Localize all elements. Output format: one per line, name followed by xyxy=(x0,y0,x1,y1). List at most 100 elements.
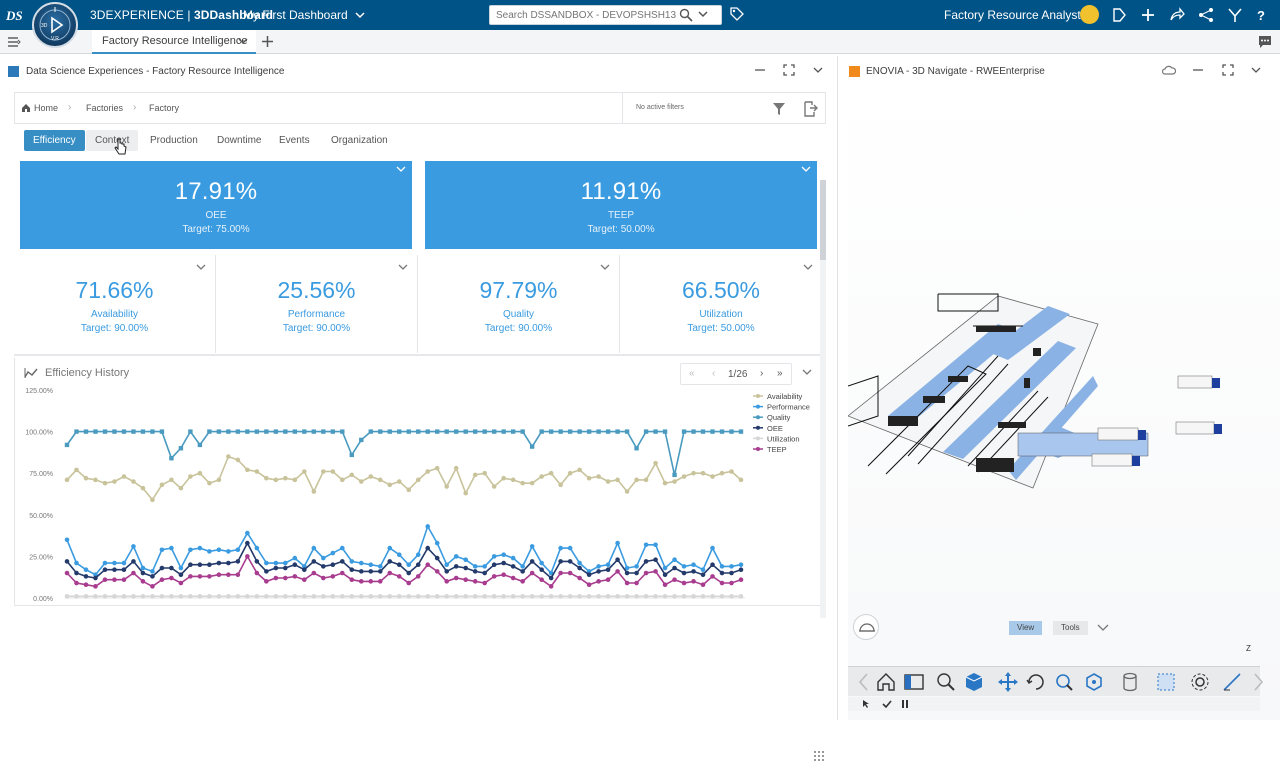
data-point-utilization[interactable] xyxy=(302,594,307,599)
data-point-teep[interactable] xyxy=(539,577,544,582)
data-point-availability[interactable] xyxy=(226,454,231,459)
data-point-quality[interactable] xyxy=(435,429,440,434)
data-point-performance[interactable] xyxy=(245,530,250,536)
data-point-performance[interactable] xyxy=(510,555,516,561)
data-point-oee[interactable] xyxy=(719,570,725,576)
data-point-quality[interactable] xyxy=(169,456,174,461)
data-point-quality[interactable] xyxy=(634,446,639,451)
legend-item-teep[interactable]: TEEP xyxy=(767,445,787,454)
data-point-quality[interactable] xyxy=(302,429,307,434)
compass-icon[interactable]: 3D V,R xyxy=(32,2,78,48)
data-point-quality[interactable] xyxy=(292,429,298,434)
legend-item-availability[interactable]: Availability xyxy=(767,392,803,401)
data-point-availability[interactable] xyxy=(159,482,165,488)
data-point-utilization[interactable] xyxy=(377,594,383,599)
data-point-utilization[interactable] xyxy=(273,594,279,599)
data-point-utilization[interactable] xyxy=(358,594,364,599)
data-point-performance[interactable] xyxy=(491,554,497,559)
data-point-oee[interactable] xyxy=(406,570,412,576)
data-point-teep[interactable] xyxy=(729,580,734,586)
tab-production[interactable]: Production xyxy=(150,135,198,146)
data-point-teep[interactable] xyxy=(501,572,506,578)
data-point-teep[interactable] xyxy=(577,575,582,581)
data-point-utilization[interactable] xyxy=(586,594,592,599)
data-point-quality[interactable] xyxy=(539,429,544,434)
data-point-performance[interactable] xyxy=(662,565,668,571)
data-point-quality[interactable] xyxy=(283,429,288,434)
data-point-quality[interactable] xyxy=(529,444,535,449)
data-point-utilization[interactable] xyxy=(520,594,525,599)
legend-item-performance[interactable]: Performance xyxy=(767,403,810,412)
data-point-quality[interactable] xyxy=(577,429,582,434)
selection-icon[interactable] xyxy=(1154,670,1178,694)
data-point-oee[interactable] xyxy=(64,559,70,564)
data-point-oee[interactable] xyxy=(302,567,307,573)
rotate-icon[interactable] xyxy=(1024,670,1048,694)
data-point-oee[interactable] xyxy=(387,559,393,564)
data-point-utilization[interactable] xyxy=(501,594,506,599)
data-point-availability[interactable] xyxy=(302,469,307,474)
data-point-teep[interactable] xyxy=(463,577,469,582)
data-point-oee[interactable] xyxy=(188,562,193,568)
data-point-oee[interactable] xyxy=(235,559,241,564)
data-point-teep[interactable] xyxy=(643,570,649,576)
chevron-down-icon[interactable] xyxy=(600,263,610,271)
data-point-utilization[interactable] xyxy=(567,594,573,599)
data-point-performance[interactable] xyxy=(681,564,687,569)
chevron-down-icon[interactable] xyxy=(396,165,406,173)
maximize-icon[interactable] xyxy=(783,64,795,76)
data-point-quality[interactable] xyxy=(615,429,620,434)
select-cursor-icon[interactable] xyxy=(862,699,872,709)
data-point-performance[interactable] xyxy=(273,560,279,566)
tab-factory-resource-intelligence[interactable]: Factory Resource Intelligence xyxy=(92,30,256,54)
last-page-icon[interactable]: » xyxy=(777,368,783,379)
data-point-quality[interactable] xyxy=(131,429,136,434)
data-point-utilization[interactable] xyxy=(624,594,630,599)
data-point-availability[interactable] xyxy=(169,477,174,483)
data-point-quality[interactable] xyxy=(321,429,326,434)
data-point-availability[interactable] xyxy=(131,479,136,484)
data-point-availability[interactable] xyxy=(330,469,336,474)
data-point-teep[interactable] xyxy=(377,579,383,584)
data-point-performance[interactable] xyxy=(738,562,744,568)
measure-icon[interactable] xyxy=(1220,670,1244,694)
data-point-teep[interactable] xyxy=(188,574,193,579)
data-point-quality[interactable] xyxy=(681,429,687,434)
data-point-performance[interactable] xyxy=(150,569,155,574)
data-point-availability[interactable] xyxy=(453,465,459,471)
data-point-performance[interactable] xyxy=(482,564,487,569)
data-point-utilization[interactable] xyxy=(321,594,326,599)
data-point-utilization[interactable] xyxy=(330,594,336,599)
data-point-utilization[interactable] xyxy=(226,594,231,599)
tab-context[interactable]: Context xyxy=(86,130,139,151)
data-point-quality[interactable] xyxy=(216,429,222,434)
data-point-quality[interactable] xyxy=(691,429,696,434)
data-point-performance[interactable] xyxy=(74,560,79,566)
data-point-teep[interactable] xyxy=(520,579,525,584)
data-point-availability[interactable] xyxy=(349,472,355,478)
data-point-availability[interactable] xyxy=(567,470,573,476)
ds-logo-icon[interactable]: DS xyxy=(4,4,26,26)
next-icon[interactable] xyxy=(1246,670,1270,694)
data-point-quality[interactable] xyxy=(586,429,592,434)
data-point-availability[interactable] xyxy=(216,477,222,483)
data-point-availability[interactable] xyxy=(358,479,364,484)
data-point-quality[interactable] xyxy=(653,429,658,434)
data-point-utilization[interactable] xyxy=(396,594,402,599)
data-point-utilization[interactable] xyxy=(264,594,269,599)
data-point-utilization[interactable] xyxy=(700,594,706,599)
data-point-teep[interactable] xyxy=(681,580,687,586)
data-point-utilization[interactable] xyxy=(491,594,497,599)
data-point-performance[interactable] xyxy=(719,564,725,569)
data-point-oee[interactable] xyxy=(197,562,203,568)
assistant-robot-icon[interactable] xyxy=(853,614,879,640)
search-icon[interactable] xyxy=(679,8,693,22)
data-point-utilization[interactable] xyxy=(643,594,649,599)
data-point-oee[interactable] xyxy=(102,567,108,573)
data-point-performance[interactable] xyxy=(634,564,639,569)
data-point-teep[interactable] xyxy=(653,569,658,574)
data-point-performance[interactable] xyxy=(653,542,658,548)
data-point-oee[interactable] xyxy=(349,567,355,573)
data-point-teep[interactable] xyxy=(169,575,174,581)
data-point-utilization[interactable] xyxy=(738,594,744,599)
